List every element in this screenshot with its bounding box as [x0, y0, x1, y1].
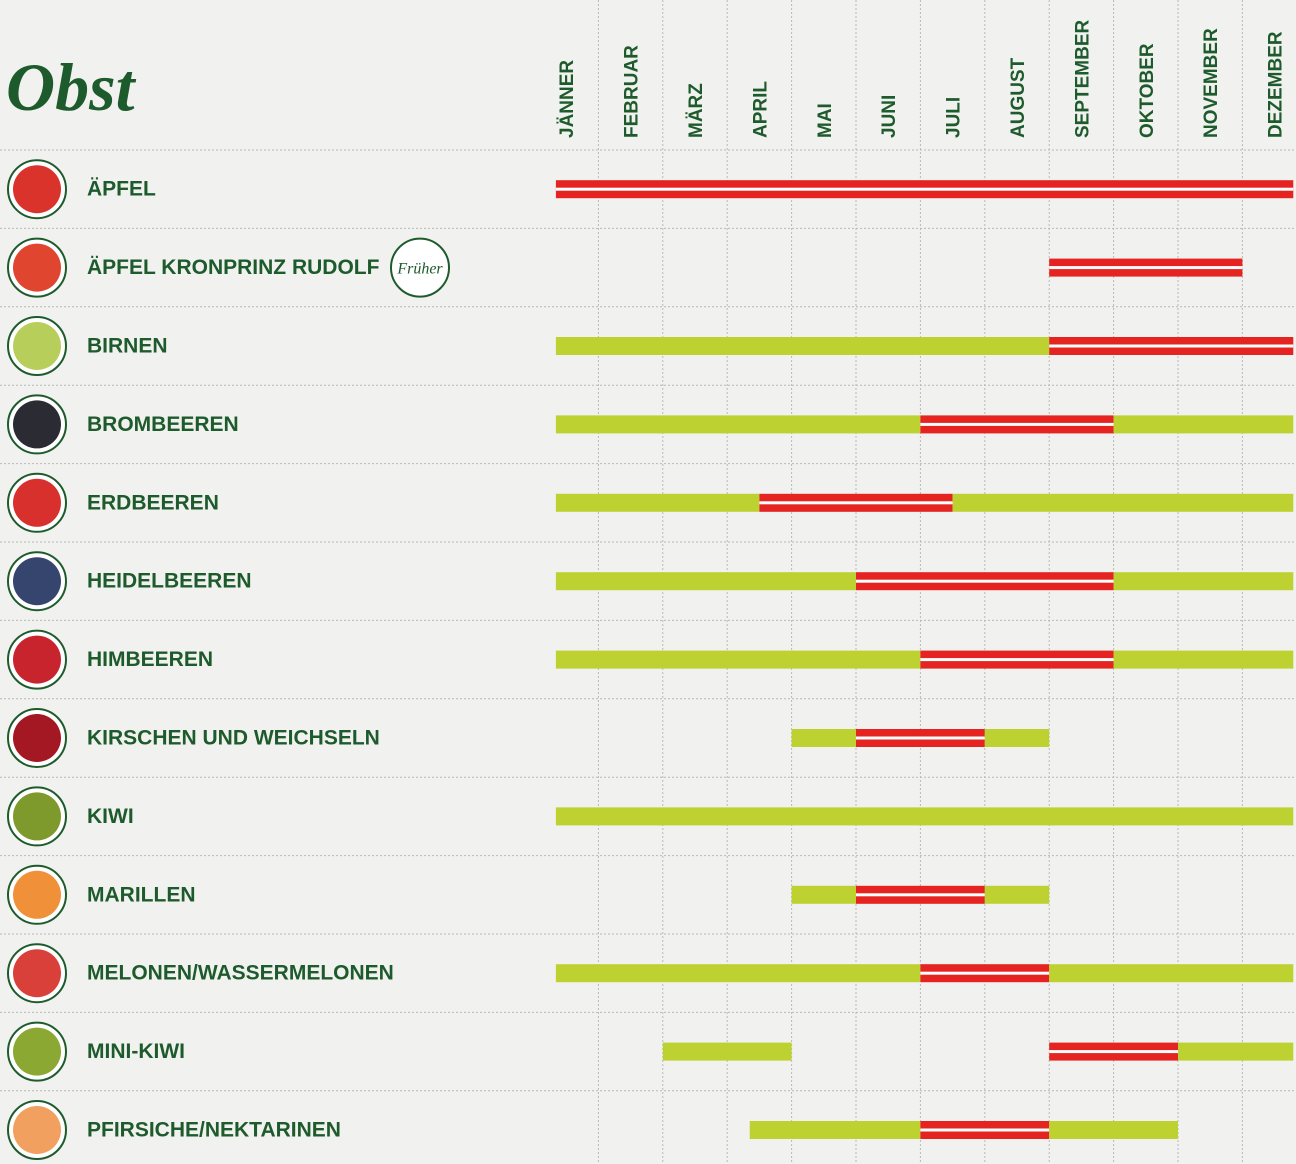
fruit-icon-fill	[13, 870, 61, 919]
fruit-icon-fill	[13, 792, 61, 841]
season-bar	[555, 964, 921, 983]
season-bar	[1178, 1042, 1294, 1061]
row-label: PFIRSICHE/NEKTARINEN	[87, 1119, 341, 1142]
month-label: MÄRZ	[686, 83, 707, 138]
month-label: AUGUST	[1008, 57, 1029, 138]
bar-stripe	[555, 187, 1294, 191]
row-label: ERDBEEREN	[87, 491, 219, 514]
season-bar	[1049, 1121, 1178, 1139]
season-bar	[555, 337, 1050, 355]
season-bar	[555, 650, 921, 669]
season-bar	[984, 729, 1050, 747]
fruit-icon-fill	[13, 165, 61, 214]
fruit-icon-fill	[13, 949, 61, 998]
bar-stripe	[856, 736, 985, 740]
row-label: MELONEN/WASSERMELONEN	[87, 962, 394, 985]
fruit-icon-fill	[13, 557, 61, 606]
fruit-icon-fill	[13, 1027, 61, 1076]
bar-stripe	[920, 971, 1050, 975]
season-bar	[555, 493, 760, 512]
row-label: BIRNEN	[87, 335, 168, 358]
row-label: HEIDELBEEREN	[87, 570, 252, 593]
row-label: HIMBEEREN	[87, 648, 213, 671]
season-bar	[952, 493, 1294, 512]
row-label: MINI-KIWI	[87, 1040, 185, 1063]
season-bar	[1113, 650, 1294, 669]
fruit-icon-fill	[13, 635, 61, 684]
bar-stripe	[1049, 1050, 1178, 1054]
month-label: MAI	[815, 103, 836, 138]
month-label: JUNI	[879, 95, 900, 138]
month-label: FEBRUAR	[622, 45, 643, 138]
row-label: ÄPFEL	[87, 178, 156, 201]
season-bar	[791, 729, 856, 747]
chart-title: Obst	[6, 49, 137, 125]
bar-stripe	[1049, 266, 1243, 270]
month-label: APRIL	[750, 81, 771, 138]
month-label: JÄNNER	[557, 60, 578, 138]
row-label: MARILLEN	[87, 883, 196, 906]
bar-stripe	[920, 1128, 1050, 1132]
month-label: SEPTEMBER	[1072, 19, 1093, 138]
bar-stripe	[1049, 344, 1294, 348]
month-label: JULI	[944, 97, 965, 138]
season-bar	[1049, 964, 1294, 983]
season-bar	[662, 1042, 792, 1061]
fruit-icon-fill	[13, 478, 61, 527]
row-label: KIRSCHEN UND WEICHSELN	[87, 727, 380, 750]
badge	[390, 237, 450, 298]
season-bar	[555, 807, 1294, 826]
season-bar	[1113, 415, 1294, 434]
fruit-icon-fill	[13, 714, 61, 762]
badge-label: Früher	[396, 261, 443, 278]
month-label: DEZEMBER	[1266, 31, 1287, 138]
fruit-icon-fill	[13, 322, 61, 370]
row-label: ÄPFEL KRONPRINZ RUDOLF	[87, 256, 380, 279]
season-bar	[984, 885, 1050, 904]
season-bar	[555, 415, 921, 434]
bar-stripe	[856, 579, 1114, 583]
season-bar	[1113, 572, 1294, 591]
fruit-icon-fill	[13, 400, 61, 449]
season-bar	[791, 885, 856, 904]
fruit-icon-fill	[13, 243, 61, 292]
bar-stripe	[759, 501, 953, 505]
bar-stripe	[920, 658, 1114, 662]
row-label: KIWI	[87, 805, 134, 828]
row-label: BROMBEEREN	[87, 413, 239, 436]
bar-stripe	[920, 422, 1114, 426]
fruit-icon-fill	[13, 1106, 61, 1154]
season-bar	[555, 572, 856, 591]
month-label: NOVEMBER	[1201, 28, 1222, 138]
bar-stripe	[856, 893, 985, 897]
season-bar	[749, 1121, 921, 1139]
month-label: OKTOBER	[1137, 43, 1158, 138]
